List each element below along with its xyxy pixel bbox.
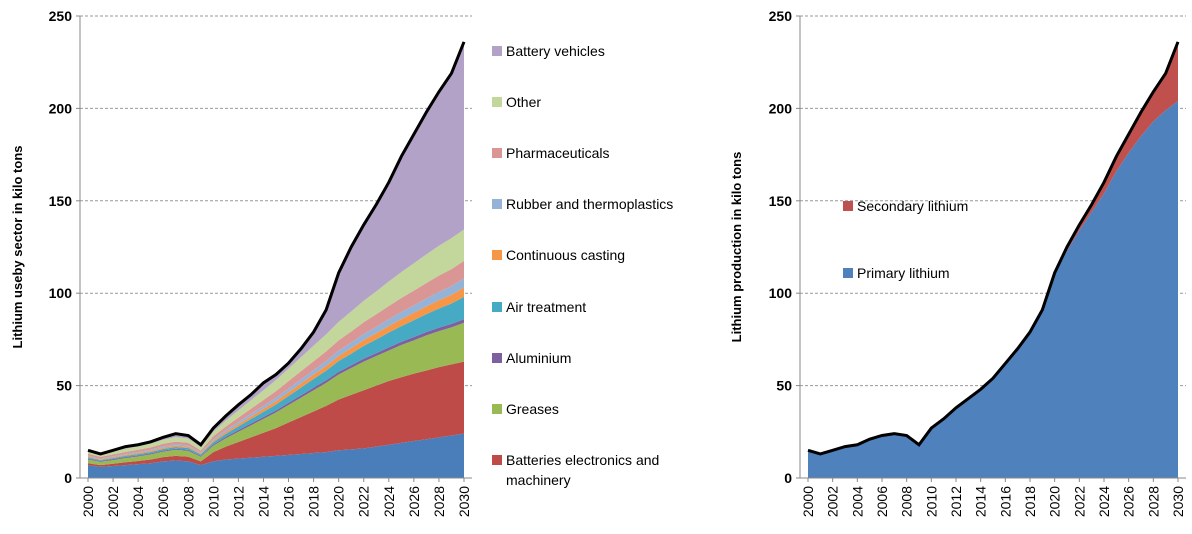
y-tick-label: 50 [56, 378, 72, 394]
x-tick-label: 2026 [406, 486, 422, 517]
legend-label: Primary lithium [857, 265, 950, 281]
x-tick-label: 2002 [825, 486, 841, 517]
y-tick-label: 100 [49, 285, 73, 301]
legend-label: Pharmaceuticals [506, 145, 610, 162]
x-tick-label: 2018 [1022, 486, 1038, 517]
x-tick-label: 2028 [431, 486, 447, 517]
legend-swatch [492, 199, 502, 210]
legend-item: Battery vehicles [492, 41, 707, 61]
legend-swatch [492, 250, 502, 261]
x-tick-label: 2004 [849, 486, 865, 517]
total-line [87, 41, 466, 456]
legend-swatch [492, 403, 502, 414]
legend-item: Other [492, 92, 707, 112]
x-tick-label: 2030 [456, 486, 472, 517]
legend-item: Aluminium [492, 348, 707, 368]
legend-item: Batteries electronics and machinery [492, 450, 707, 490]
legend-label: Greases [506, 400, 559, 417]
x-tick-label: 2008 [180, 486, 196, 517]
x-tick-label: 2018 [306, 486, 322, 517]
legend-item: Secondary lithium [843, 196, 1043, 216]
y-tick-label: 250 [769, 8, 793, 24]
legend-item: Pharmaceuticals [492, 143, 707, 163]
x-tick-label: 2000 [800, 486, 816, 517]
legend-label: Secondary lithium [857, 198, 969, 214]
y-axis-label: Lithium production in kilo tons [729, 152, 744, 343]
x-tick-label: 2022 [1071, 486, 1087, 517]
y-tick-label: 150 [49, 193, 73, 209]
legend-label: Continuous casting [506, 247, 626, 264]
y-tick-label: 200 [769, 100, 793, 116]
legend-label: Batteries electronics and machinery [506, 451, 660, 488]
area [88, 319, 464, 462]
area [88, 41, 464, 455]
x-tick-label: 2014 [973, 486, 989, 517]
y-axis-label: Lithium useby sector in kilo tons [10, 146, 25, 349]
legend-swatch [492, 454, 502, 465]
x-tick-label: 2020 [1047, 486, 1063, 517]
legend-swatch [492, 97, 502, 108]
legend-item: Rubber and thermoplastics [492, 194, 707, 214]
legend-item: Greases [492, 399, 707, 419]
x-tick-label: 2002 [105, 486, 121, 517]
x-tick-label: 2016 [281, 486, 297, 517]
x-tick-label: 2014 [255, 486, 271, 517]
x-tick-label: 2022 [356, 486, 372, 517]
area [808, 101, 1178, 479]
legend-item: Continuous casting [492, 245, 707, 265]
x-tick-label: 2008 [899, 486, 915, 517]
x-tick-label: 2006 [874, 486, 890, 517]
legend-item: Air treatment [492, 297, 707, 317]
legend-swatch [843, 201, 853, 211]
y-tick-label: 50 [776, 378, 792, 394]
total-line [807, 41, 1180, 456]
area [88, 361, 464, 467]
x-tick-label: 2012 [948, 486, 964, 517]
legend-label: Air treatment [506, 298, 587, 315]
x-tick-label: 2028 [1145, 486, 1161, 517]
legend-swatch [843, 268, 853, 278]
x-tick-label: 2004 [130, 486, 146, 517]
x-tick-label: 2006 [155, 486, 171, 517]
y-tick-label: 100 [769, 285, 793, 301]
legend-label: Aluminium [506, 349, 572, 366]
x-tick-label: 2010 [923, 486, 939, 517]
x-tick-label: 2024 [1096, 486, 1112, 517]
y-tick-label: 0 [784, 470, 792, 486]
x-tick-label: 2012 [230, 486, 246, 517]
legend-label: Other [506, 94, 542, 111]
legend-label: Rubber and thermoplastics [506, 196, 674, 213]
y-tick-label: 150 [769, 193, 793, 209]
x-tick-label: 2000 [80, 486, 96, 517]
x-tick-label: 2026 [1121, 486, 1137, 517]
y-tick-label: 200 [49, 100, 73, 116]
x-tick-label: 2010 [205, 486, 221, 517]
legend-swatch [492, 46, 502, 56]
x-tick-label: 2024 [381, 486, 397, 517]
y-tick-label: 250 [49, 8, 73, 24]
x-tick-label: 2020 [331, 486, 347, 517]
y-tick-label: 0 [64, 470, 72, 486]
legend-swatch [492, 301, 502, 312]
legend-swatch [492, 148, 502, 159]
x-tick-label: 2030 [1170, 486, 1186, 517]
legend-item: Primary lithium [843, 263, 1043, 283]
legend-swatch [492, 352, 502, 363]
area [88, 322, 464, 466]
legend-label: Battery vehicles [506, 43, 605, 59]
x-tick-label: 2016 [997, 486, 1013, 517]
